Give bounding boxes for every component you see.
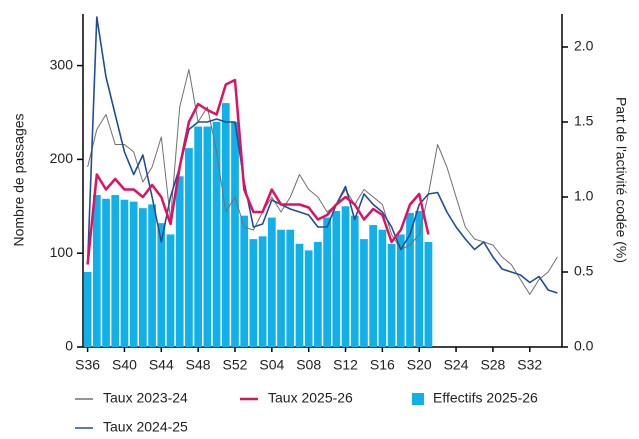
legend-label: Taux 2024-25 bbox=[103, 419, 188, 435]
x-tick-label: S04 bbox=[259, 357, 284, 373]
bar bbox=[424, 241, 433, 347]
bar bbox=[83, 271, 92, 347]
bar bbox=[267, 217, 276, 347]
y2-tick-label: 0.5 bbox=[574, 263, 594, 279]
bar bbox=[111, 195, 120, 347]
y2-tick-label: 1.0 bbox=[574, 188, 594, 204]
bar bbox=[129, 201, 138, 347]
bar bbox=[415, 210, 424, 347]
x-tick-label: S12 bbox=[333, 357, 358, 373]
x-tick-label: S32 bbox=[517, 357, 542, 373]
x-tick-label: S08 bbox=[296, 357, 321, 373]
x-tick-label: S28 bbox=[480, 357, 505, 373]
bar bbox=[341, 206, 350, 347]
y-tick-label: 200 bbox=[50, 150, 74, 166]
bar bbox=[249, 239, 258, 347]
bar bbox=[406, 212, 414, 347]
y2-tick-label: 2.0 bbox=[574, 38, 594, 54]
bar bbox=[157, 223, 166, 347]
line bbox=[86, 78, 430, 265]
x-tick-label: S52 bbox=[223, 357, 248, 373]
bar bbox=[332, 210, 341, 347]
legend-label: Taux 2025-26 bbox=[268, 390, 353, 406]
x-tick-label: S40 bbox=[112, 357, 137, 373]
legend-swatch bbox=[412, 393, 424, 405]
bar bbox=[314, 241, 322, 347]
bar bbox=[221, 103, 230, 348]
bar bbox=[258, 236, 267, 347]
bar bbox=[148, 204, 156, 347]
bar bbox=[323, 217, 331, 347]
line bbox=[86, 16, 558, 294]
x-tick-label: S36 bbox=[75, 357, 100, 373]
bar bbox=[231, 121, 239, 348]
bar bbox=[194, 126, 203, 347]
y-tick-label: 0 bbox=[65, 338, 73, 354]
bar bbox=[203, 126, 212, 347]
bar bbox=[102, 198, 110, 347]
x-tick-label: S44 bbox=[149, 357, 174, 373]
bar bbox=[166, 234, 175, 347]
bar bbox=[185, 148, 193, 347]
bar bbox=[360, 239, 368, 347]
bar bbox=[387, 243, 396, 347]
y2-tick-label: 0.0 bbox=[574, 338, 594, 354]
legend-label: Taux 2023-24 bbox=[103, 390, 188, 406]
x-tick-label: S16 bbox=[370, 357, 395, 373]
bar bbox=[304, 250, 313, 347]
bar bbox=[378, 229, 387, 347]
bar bbox=[350, 215, 359, 347]
y2-axis-label: Part de l'activité codée (%) bbox=[613, 97, 629, 263]
x-tick-label: S48 bbox=[186, 357, 211, 373]
legend-label: Effectifs 2025-26 bbox=[433, 390, 538, 406]
y-axis-label: Nombre de passages bbox=[11, 113, 27, 246]
y2-tick-label: 1.5 bbox=[574, 113, 594, 129]
bar bbox=[120, 199, 129, 347]
bar bbox=[240, 215, 249, 347]
bar bbox=[295, 243, 304, 347]
bar bbox=[175, 176, 184, 347]
y-tick-label: 100 bbox=[50, 244, 74, 260]
x-tick-label: S24 bbox=[444, 357, 469, 373]
bar bbox=[396, 234, 405, 347]
bar bbox=[277, 229, 285, 347]
bar bbox=[369, 225, 378, 347]
bar bbox=[92, 195, 101, 347]
bar bbox=[286, 229, 295, 347]
bar bbox=[139, 208, 147, 347]
x-tick-label: S20 bbox=[407, 357, 432, 373]
line bbox=[87, 69, 558, 295]
y-tick-label: 300 bbox=[50, 56, 74, 72]
bar bbox=[212, 121, 221, 348]
